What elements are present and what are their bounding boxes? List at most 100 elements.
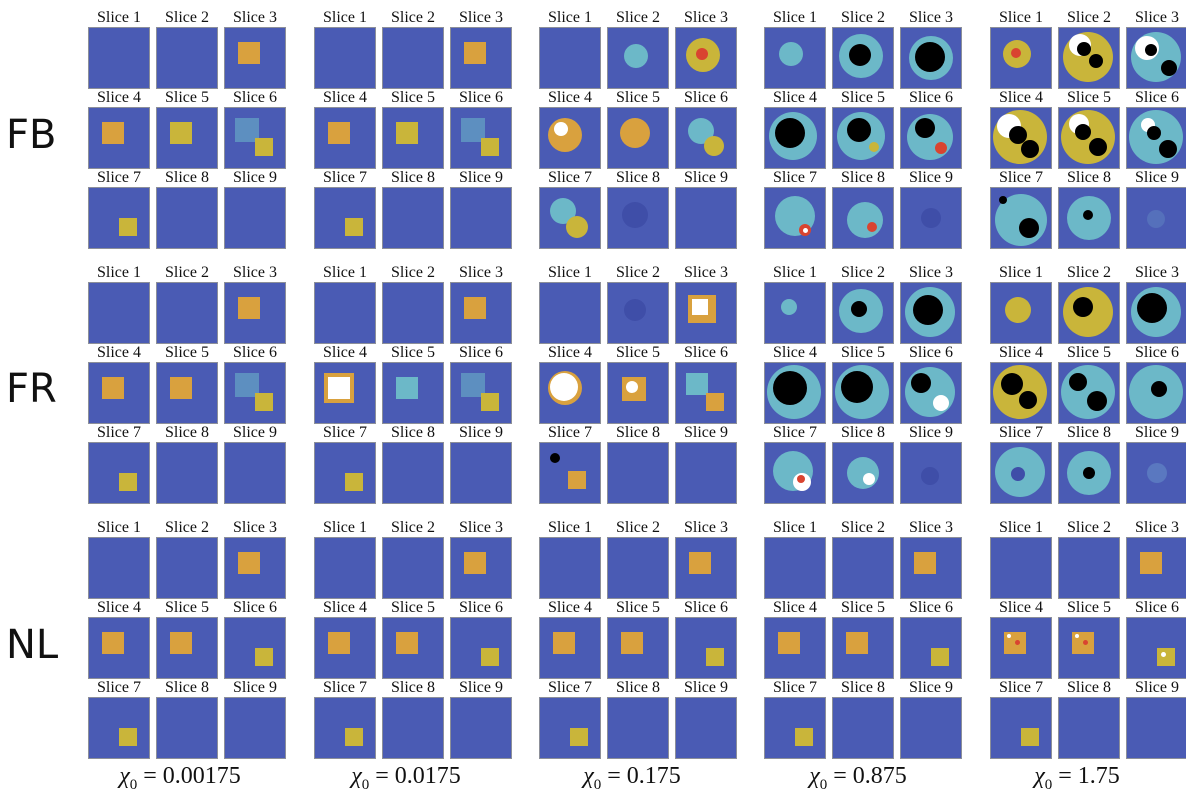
slice-title: Slice 9 — [909, 424, 953, 441]
slice-title: Slice 4 — [773, 599, 817, 616]
slice-image — [156, 187, 218, 249]
slice-title: Slice 5 — [1067, 599, 1111, 616]
slice-image — [1126, 537, 1186, 599]
slice-title: Slice 4 — [97, 344, 141, 361]
slice-image — [382, 107, 444, 169]
slice-image — [1126, 617, 1186, 679]
slice-title: Slice 3 — [684, 519, 728, 536]
slice-title: Slice 5 — [841, 599, 885, 616]
slice-image — [314, 282, 376, 344]
slice-feature — [1061, 365, 1115, 419]
slice-image — [832, 442, 894, 504]
slice-image — [900, 107, 962, 169]
slice-image — [1058, 537, 1120, 599]
slice-title: Slice 9 — [459, 169, 503, 186]
slice-feature — [1089, 54, 1103, 68]
slice-image — [382, 537, 444, 599]
slice-feature — [550, 453, 560, 463]
slice-feature — [905, 367, 955, 417]
slice-feature — [1083, 467, 1095, 479]
slice-feature — [238, 42, 260, 64]
slice-feature — [781, 299, 797, 315]
slice-image — [382, 442, 444, 504]
slice-title: Slice 5 — [391, 599, 435, 616]
slice-image — [88, 107, 150, 169]
slice-feature — [706, 648, 724, 666]
slice-image — [224, 537, 286, 599]
slice-feature — [570, 728, 588, 746]
slice-image — [764, 27, 826, 89]
slice-feature — [921, 467, 939, 485]
slice-title: Slice 1 — [548, 9, 592, 26]
slice-title: Slice 2 — [841, 9, 885, 26]
slice-feature — [255, 648, 273, 666]
slice-image — [156, 107, 218, 169]
slice-feature — [841, 371, 873, 403]
slice-feature — [255, 138, 273, 156]
slice-feature — [1001, 373, 1023, 395]
slice-feature — [238, 297, 260, 319]
slice-title: Slice 4 — [773, 344, 817, 361]
slice-title: Slice 9 — [684, 679, 728, 696]
slice-title: Slice 9 — [1135, 679, 1179, 696]
slice-title: Slice 5 — [391, 344, 435, 361]
slice-image — [675, 537, 737, 599]
slice-title: Slice 6 — [684, 599, 728, 616]
slice-title: Slice 8 — [841, 424, 885, 441]
slice-title: Slice 5 — [616, 89, 660, 106]
slice-image — [990, 27, 1052, 89]
slice-image — [675, 187, 737, 249]
slice-feature — [1089, 138, 1107, 156]
slice-image — [224, 282, 286, 344]
slice-title: Slice 9 — [459, 679, 503, 696]
slice-feature — [345, 728, 363, 746]
slice-feature — [119, 728, 137, 746]
slice-feature — [238, 552, 260, 574]
slice-title: Slice 4 — [548, 344, 592, 361]
slice-title: Slice 1 — [548, 519, 592, 536]
slice-title: Slice 2 — [391, 519, 435, 536]
slice-feature — [849, 44, 871, 66]
slice-feature — [481, 393, 499, 411]
slice-image — [1058, 27, 1120, 89]
slice-image — [675, 27, 737, 89]
slice-feature — [1019, 391, 1037, 409]
slice-title: Slice 2 — [616, 9, 660, 26]
slice-image — [450, 442, 512, 504]
slice-feature — [921, 208, 941, 228]
slice-title: Slice 6 — [909, 344, 953, 361]
slice-feature — [626, 381, 638, 393]
slice-image — [990, 537, 1052, 599]
slice-feature — [696, 48, 708, 60]
slice-title: Slice 5 — [1067, 344, 1111, 361]
slice-title: Slice 8 — [616, 424, 660, 441]
slice-image — [1126, 442, 1186, 504]
slice-image — [1126, 697, 1186, 759]
slice-title: Slice 8 — [391, 169, 435, 186]
slice-image — [607, 27, 669, 89]
slice-image — [156, 282, 218, 344]
slice-feature — [119, 473, 137, 491]
slice-title: Slice 3 — [233, 519, 277, 536]
slice-image — [450, 27, 512, 89]
slice-image — [1126, 187, 1186, 249]
slice-title: Slice 3 — [1135, 519, 1179, 536]
slice-feature — [1157, 648, 1175, 666]
slice-title: Slice 4 — [548, 89, 592, 106]
slice-title: Slice 2 — [616, 264, 660, 281]
slice-title: Slice 2 — [1067, 519, 1111, 536]
slice-image — [832, 697, 894, 759]
slice-title: Slice 1 — [323, 519, 367, 536]
slice-feature — [689, 552, 711, 574]
slice-image — [382, 617, 444, 679]
slice-image — [832, 187, 894, 249]
slice-image — [382, 187, 444, 249]
slice-title: Slice 3 — [459, 9, 503, 26]
slice-title: Slice 9 — [909, 169, 953, 186]
slice-image — [539, 617, 601, 679]
slice-title: Slice 5 — [616, 599, 660, 616]
slice-title: Slice 3 — [1135, 9, 1179, 26]
slice-title: Slice 4 — [999, 89, 1043, 106]
slice-title: Slice 5 — [841, 344, 885, 361]
slice-title: Slice 8 — [841, 679, 885, 696]
